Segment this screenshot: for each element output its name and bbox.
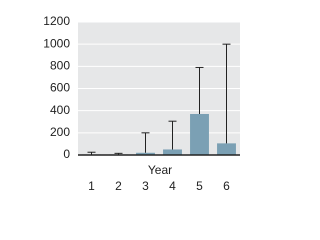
y-tick-label: 800 <box>50 59 70 73</box>
bar <box>163 149 182 155</box>
x-tick-label: 6 <box>223 179 230 193</box>
y-tick-label: 1000 <box>43 36 70 50</box>
chart: Year 0 200 400 600 800 1000 1200 1 2 3 4 5 6 <box>43 14 240 193</box>
x-tick-label: 4 <box>169 179 176 193</box>
y-tick-label: 600 <box>50 81 70 95</box>
x-axis-label: Year <box>148 163 172 177</box>
y-tick-label: 200 <box>50 125 70 139</box>
y-tick-label: 0 <box>63 147 70 161</box>
y-tick-label: 1200 <box>43 14 70 28</box>
x-tick-label: 3 <box>142 179 149 193</box>
bar <box>136 152 155 155</box>
y-tick-label: 400 <box>50 103 70 117</box>
bar <box>217 143 236 155</box>
x-tick-label: 5 <box>196 179 203 193</box>
x-tick-label: 1 <box>88 179 95 193</box>
x-tick-label: 2 <box>115 179 122 193</box>
bar <box>190 113 209 155</box>
